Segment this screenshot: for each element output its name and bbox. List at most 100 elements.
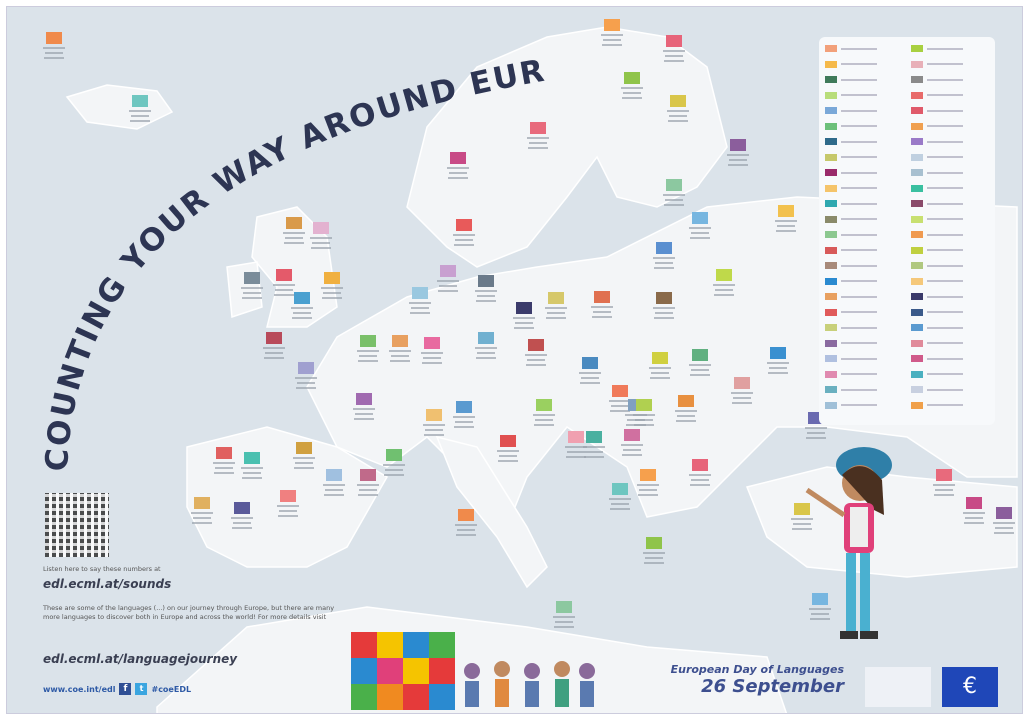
marker-text <box>547 312 565 314</box>
marker-text <box>691 369 709 371</box>
marker-text <box>793 523 811 525</box>
marker-swatch <box>360 469 376 481</box>
marker-text <box>933 484 955 486</box>
language-legend <box>819 37 995 425</box>
marker-text <box>423 357 441 359</box>
marker-swatch <box>612 483 628 495</box>
marker-swatch <box>450 152 466 164</box>
marker-text <box>611 503 629 505</box>
marker-text <box>690 237 710 239</box>
event-date: 26 September <box>701 676 844 697</box>
language-marker <box>235 452 269 486</box>
marker-text <box>215 467 233 469</box>
marker-text <box>231 517 253 519</box>
marker-text <box>649 367 671 369</box>
marker-swatch <box>730 139 746 151</box>
sounds-link[interactable]: edl.ecml.at/sounds <box>43 577 172 591</box>
legend-swatch <box>911 60 923 68</box>
legend-swatch <box>825 339 837 347</box>
language-journey-link[interactable]: edl.ecml.at/languagejourney <box>43 652 238 666</box>
language-marker <box>347 393 381 427</box>
legend-label <box>927 233 963 236</box>
legend-label <box>841 357 877 360</box>
marker-swatch <box>456 219 472 231</box>
legend-item <box>911 138 989 146</box>
marker-text <box>580 382 600 384</box>
legend-item <box>825 231 903 239</box>
marker-swatch <box>604 19 620 31</box>
marker-text <box>555 621 573 623</box>
marker-text <box>963 512 985 514</box>
marker-text <box>131 115 149 117</box>
land-africa <box>156 606 788 713</box>
marker-text <box>274 294 294 296</box>
marker-text <box>44 57 64 59</box>
marker-text <box>728 164 748 166</box>
legend-label <box>841 202 877 205</box>
legend-item <box>825 293 903 301</box>
twitter-icon[interactable]: t <box>135 683 148 695</box>
marker-text <box>285 237 303 239</box>
legend-label <box>927 295 963 298</box>
marker-text <box>554 626 574 628</box>
marker-swatch <box>266 332 282 344</box>
facebook-icon[interactable]: f <box>119 683 132 695</box>
legend-label <box>841 63 877 66</box>
language-marker <box>539 292 573 326</box>
marker-text <box>592 316 612 318</box>
marker-text <box>602 44 622 46</box>
marker-text <box>293 457 315 459</box>
marker-text <box>621 444 643 446</box>
qr-code[interactable] <box>45 493 109 557</box>
marker-text <box>284 242 304 244</box>
legend-item <box>911 215 989 224</box>
language-marker <box>657 179 691 213</box>
language-marker <box>647 242 681 276</box>
marker-text <box>645 557 663 559</box>
marker-text <box>644 562 664 564</box>
marker-text <box>623 449 641 451</box>
marker-text <box>566 456 586 458</box>
marker-text <box>449 172 467 174</box>
legend-label <box>841 404 877 407</box>
language-marker <box>987 507 1021 541</box>
marker-text <box>232 527 252 529</box>
marker-text <box>453 234 475 236</box>
marker-text <box>805 427 827 429</box>
marker-swatch <box>666 35 682 47</box>
language-marker <box>585 291 619 325</box>
legend-label <box>841 125 877 128</box>
marker-text <box>497 450 519 452</box>
marker-text <box>358 360 378 362</box>
marker-text <box>476 300 496 302</box>
language-marker <box>957 497 991 531</box>
legend-item <box>911 293 989 301</box>
marker-text <box>291 307 313 309</box>
legend-item <box>911 231 989 239</box>
legend-swatch <box>825 122 837 130</box>
website-link[interactable]: www.coe.int/edl <box>43 684 116 694</box>
marker-text <box>425 429 443 431</box>
marker-text <box>311 247 331 249</box>
marker-text <box>567 451 585 453</box>
marker-text <box>690 374 710 376</box>
legend-label <box>841 388 877 391</box>
logo-tile <box>351 658 377 684</box>
marker-swatch <box>716 269 732 281</box>
marker-text <box>622 454 642 456</box>
language-marker <box>304 222 338 256</box>
marker-text <box>553 616 575 618</box>
legend-item <box>911 169 989 177</box>
legend-swatch <box>825 401 837 409</box>
marker-text <box>293 312 311 314</box>
marker-swatch <box>286 217 302 229</box>
marker-text <box>603 39 621 41</box>
marker-text <box>623 92 641 94</box>
legend-item <box>911 277 989 286</box>
marker-text <box>526 364 546 366</box>
children-illustration <box>464 661 595 707</box>
language-marker <box>627 399 661 433</box>
event-title: European Day of Languages 26 September <box>619 663 844 697</box>
marker-text <box>357 484 379 486</box>
marker-swatch <box>296 442 312 454</box>
